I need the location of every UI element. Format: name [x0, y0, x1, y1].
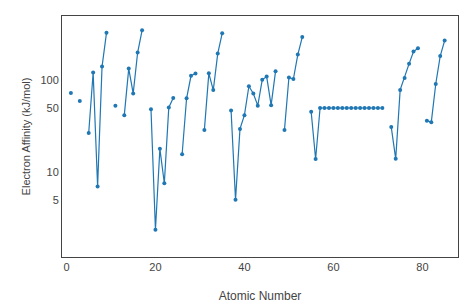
svg-text:40: 40	[238, 261, 250, 273]
svg-text:80: 80	[416, 261, 428, 273]
svg-text:Atomic Number: Atomic Number	[219, 289, 302, 303]
svg-text:Electron Affinity (kJ/mol): Electron Affinity (kJ/mol)	[20, 78, 32, 196]
svg-text:5: 5	[53, 194, 59, 206]
svg-text:60: 60	[327, 261, 339, 273]
svg-text:50: 50	[47, 102, 59, 114]
svg-text:20: 20	[149, 261, 161, 273]
svg-text:100: 100	[40, 74, 58, 86]
svg-text:0: 0	[63, 261, 69, 273]
svg-text:10: 10	[47, 166, 59, 178]
